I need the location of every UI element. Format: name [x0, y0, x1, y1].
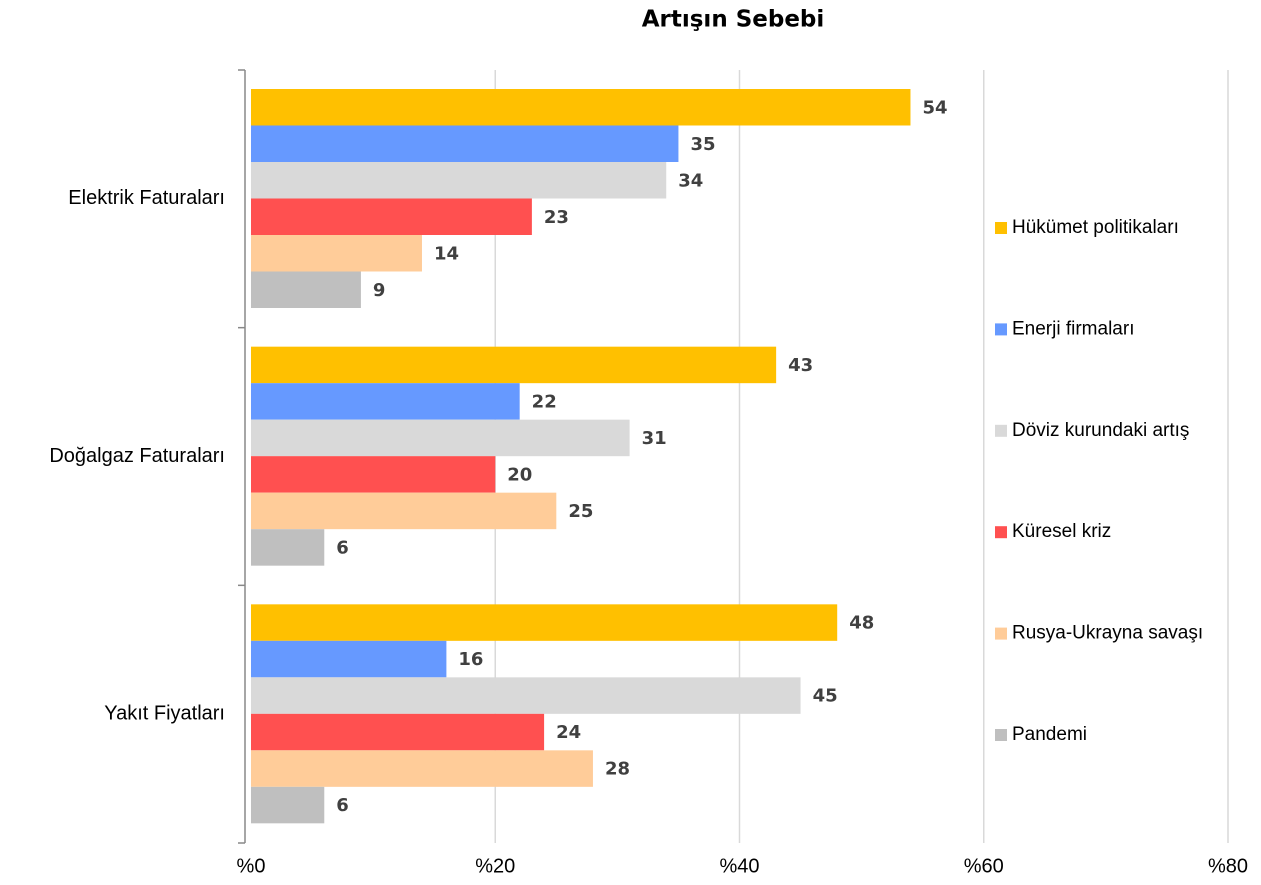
data-label: 6: [336, 537, 349, 558]
bar: [251, 125, 679, 162]
bar: [251, 419, 630, 457]
bar: [251, 346, 777, 384]
bar: [251, 456, 496, 493]
legend-label: Rusya-Ukrayna savaşı: [1012, 623, 1203, 644]
bar: [251, 604, 838, 641]
data-label: 43: [788, 355, 813, 376]
legend-label: Pandemi: [1012, 724, 1087, 745]
legend-label: Döviz kurundaki artış: [1012, 420, 1189, 441]
legend-swatch: [995, 323, 1007, 336]
bar: [251, 89, 911, 126]
data-label: 45: [813, 686, 838, 707]
data-label: 35: [690, 134, 715, 155]
bar: [251, 640, 447, 678]
x-tick-label: %20: [475, 855, 515, 877]
bar: [251, 529, 325, 566]
data-label: 28: [605, 759, 630, 780]
legend-label: Enerji firmaları: [1012, 318, 1134, 339]
data-label: 6: [336, 795, 349, 816]
data-label: 23: [544, 207, 569, 228]
x-tick-label: %40: [719, 855, 759, 877]
legend-label: Küresel kriz: [1012, 521, 1111, 542]
y-tick-label: Doğalgaz Faturaları: [49, 445, 225, 467]
bar: [251, 750, 593, 787]
legend-swatch: [995, 729, 1007, 741]
data-label: 20: [507, 464, 532, 485]
bar: [251, 271, 361, 308]
legend-swatch: [995, 424, 1007, 437]
bar: [251, 235, 422, 272]
legend-swatch: [995, 222, 1007, 234]
y-tick-label: Elektrik Faturaları: [68, 187, 225, 209]
y-tick-label: Yakıt Fiyatları: [104, 702, 225, 724]
bar: [251, 162, 667, 199]
bar: [251, 786, 325, 824]
data-label: 31: [642, 428, 667, 449]
x-tick-label: %0: [237, 855, 266, 877]
data-label: 34: [678, 170, 703, 191]
data-label: 48: [849, 613, 874, 634]
bar: [251, 383, 520, 420]
data-label: 9: [373, 280, 386, 301]
bar: [251, 492, 557, 530]
data-label: 24: [556, 722, 581, 743]
legend-swatch: [995, 627, 1007, 640]
bar: [251, 198, 532, 235]
x-tick-label: %60: [964, 855, 1004, 877]
chart-title: Artışın Sebebi: [642, 7, 825, 33]
x-tick-label: %80: [1208, 855, 1248, 877]
legend-label: Hükümet politikaları: [1012, 217, 1179, 238]
data-label: 54: [922, 97, 947, 118]
data-label: 14: [434, 243, 459, 264]
data-label: 25: [568, 501, 593, 522]
data-label: 22: [532, 391, 557, 412]
bar: [251, 713, 545, 751]
data-label: 16: [458, 649, 483, 670]
legend-swatch: [995, 526, 1007, 539]
bar: [251, 677, 801, 714]
